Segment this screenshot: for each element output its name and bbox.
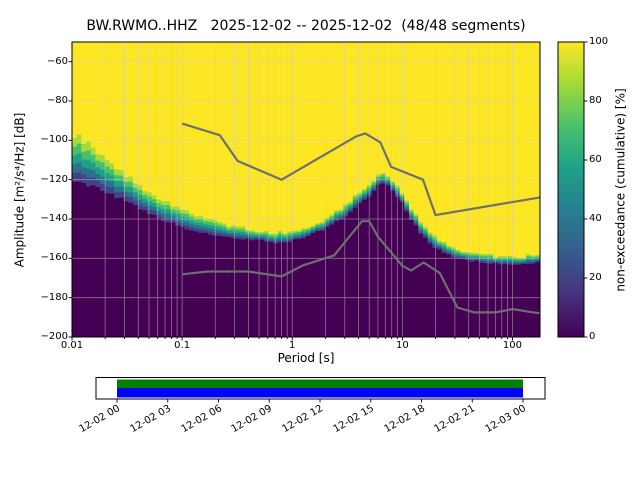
y-tick-label: −140 (40, 213, 68, 224)
colorbar-tick-label: 0 (589, 331, 596, 342)
y-tick-label: −180 (40, 291, 68, 303)
y-tick-label: −160 (40, 252, 68, 264)
colorbar-tick-label: 40 (589, 213, 602, 224)
plot-frame (71, 41, 541, 338)
y-tick-label: −80 (46, 95, 68, 106)
y-tick-label: −60 (46, 55, 68, 67)
x-tick-label: 1 (289, 340, 296, 351)
noise-model-low-line (181, 220, 540, 315)
coverage-bar-processed (117, 379, 523, 388)
coverage-bar-data (117, 388, 523, 398)
y-tick-label: −200 (40, 331, 68, 342)
colorbar-label: non-exceedance (cumulative) [%] (613, 88, 628, 292)
colorbar-tick-label: 60 (589, 154, 602, 165)
colorbar-gradient (558, 42, 584, 337)
axis-ticks (68, 41, 588, 341)
noise-model-high-line (181, 122, 540, 217)
timeline-ticks (116, 399, 524, 403)
x-tick-label: 0.1 (174, 340, 191, 351)
y-tick-label: −120 (40, 173, 68, 185)
x-axis-label: Period [s] (277, 351, 335, 365)
y-tick-label: −100 (40, 134, 68, 146)
colorbar-frame (557, 41, 585, 338)
colorbar-tick-label: 100 (589, 36, 609, 47)
x-tick-label: 100 (502, 340, 523, 351)
x-tick-label: 0.01 (60, 340, 84, 351)
x-tick-label: 10 (395, 340, 409, 351)
colorbar-tick-label: 20 (589, 272, 602, 283)
grid-lines (72, 42, 540, 337)
colorbar-tick-label: 80 (589, 95, 602, 106)
y-axis-label: Amplitude [m²/s⁴/Hz] [dB] (12, 112, 27, 268)
ppsd-heatmap (72, 42, 540, 337)
figure-title: BW.RWMO..HHZ 2025-12-02 -- 2025-12-02 (4… (86, 18, 526, 34)
